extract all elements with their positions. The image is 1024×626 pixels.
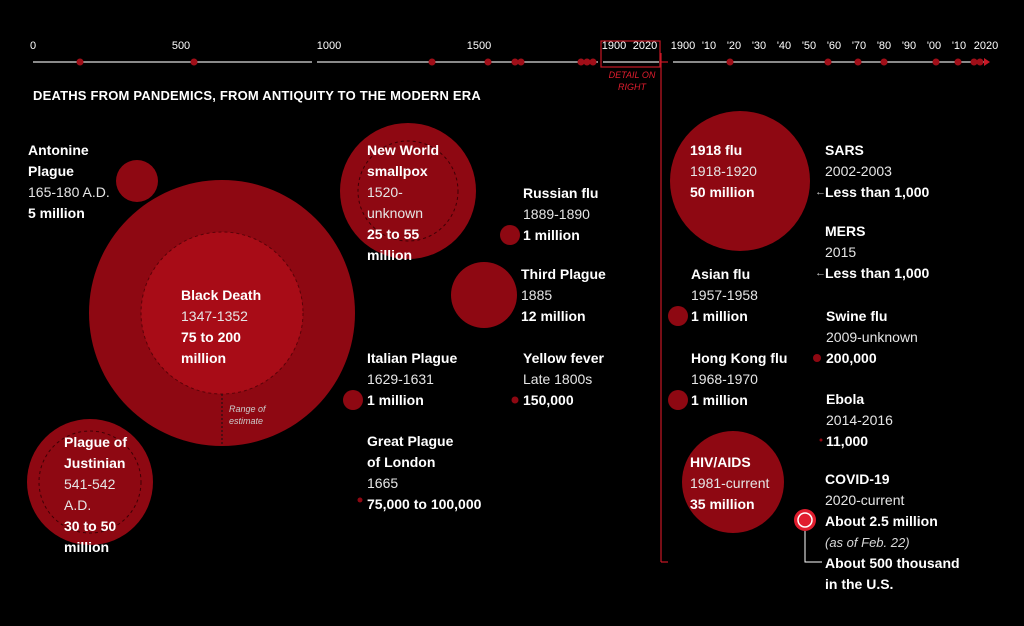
antonine-plague-label: Antonine Plague 165-180 A.D. 5 million [28, 142, 110, 221]
timeline-tick: '90 [901, 40, 917, 52]
swine-flu-circle [813, 354, 821, 362]
timeline-dot [954, 58, 962, 66]
range-of-estimate-note: Range of estimate [229, 404, 266, 426]
asian-flu-label: Asian flu 1957-1958 1 million [691, 266, 758, 324]
third-plague-label: Third Plague 1885 12 million [521, 266, 606, 324]
timeline-dot [880, 58, 888, 66]
timeline-dots [76, 58, 984, 66]
ebola-label: Ebola 2014-2016 11,000 [826, 391, 893, 449]
left-arrow-icon: ← [815, 267, 826, 279]
flu-1918-circle [670, 111, 810, 251]
timeline-tick: 1900 [670, 40, 696, 52]
justinian-inner-circle [38, 430, 142, 534]
timeline-tick: '20 [726, 40, 742, 52]
timeline-tick: 500 [171, 40, 191, 52]
chart-title: DEATHS FROM PANDEMICS, FROM ANTIQUITY TO… [33, 88, 481, 103]
timeline-arrow [984, 58, 990, 66]
left-arrow-icon: ← [815, 186, 826, 198]
detail-box [600, 40, 661, 68]
timeline-tick: 0 [29, 40, 37, 52]
russian-flu-label: Russian flu 1889-1890 1 million [523, 185, 599, 243]
russian-flu-circle [500, 225, 520, 245]
timeline-tick: '60 [826, 40, 842, 52]
black-death-label: Black Death 1347-1352 75 to 200 million [181, 287, 262, 366]
london-plague-label: Great Plague of London 1665 75,000 to 10… [367, 433, 482, 512]
timeline-tick: 1500 [466, 40, 492, 52]
sars-label: SARS 2002-2003 ← Less than 1,000 [815, 140, 929, 203]
timeline-tick: '10 [951, 40, 967, 52]
timeline-tick: '50 [801, 40, 817, 52]
timeline-tick: 2020 [632, 40, 658, 52]
timeline-dot [824, 58, 832, 66]
timeline-dot [577, 58, 585, 66]
timeline-tick: '00 [926, 40, 942, 52]
covid-circle [797, 512, 813, 528]
smallpox-inner-circle [357, 140, 459, 242]
justinian-label: Plague of Justinian 541-542 A.D. 30 to 5… [64, 434, 128, 555]
timeline-dot [517, 58, 525, 66]
covid-label: COVID-19 2020-current About 2.5 million … [825, 471, 960, 592]
timeline-dot [854, 58, 862, 66]
ebola-circle [819, 438, 823, 442]
timeline-tick: '80 [876, 40, 892, 52]
timeline-tick: '40 [776, 40, 792, 52]
timeline-dot [76, 58, 84, 66]
hiv-aids-label: HIV/AIDS 1981-current 35 million [690, 454, 770, 512]
italian-plague-circle [343, 390, 363, 410]
italian-plague-label: Italian Plague 1629-1631 1 million [367, 350, 458, 408]
timeline-dot [511, 58, 519, 66]
hiv-aids-circle [682, 431, 784, 533]
timeline-dot [428, 58, 436, 66]
detail-note: DETAIL ON RIGHT [608, 70, 656, 92]
timeline-tick: 1900 [601, 40, 627, 52]
timeline-tick: 1000 [316, 40, 342, 52]
third-plague-circle [451, 262, 517, 328]
timeline-dot [589, 58, 597, 66]
timeline-dot [190, 58, 198, 66]
timeline-dot [484, 58, 492, 66]
timeline-tick: '30 [751, 40, 767, 52]
hong-kong-flu-label: Hong Kong flu 1968-1970 1 million [691, 350, 788, 408]
antonine-plague-circle [116, 160, 158, 202]
timeline-dot [726, 58, 734, 66]
asian-flu-circle [668, 306, 688, 326]
mers-label: MERS 2015 ← Less than 1,000 [815, 221, 929, 284]
swine-flu-label: Swine flu 2009-unknown 200,000 [826, 308, 918, 366]
smallpox-label: New World smallpox 1520-unknown 25 to 55… [367, 142, 440, 263]
timeline-tick: '10 [701, 40, 717, 52]
timeline-dot [970, 58, 978, 66]
hong-kong-flu-circle [668, 390, 688, 410]
timeline-dot [583, 58, 591, 66]
yellow-fever-circle [511, 396, 519, 404]
timeline-tick: 2020 [973, 40, 999, 52]
yellow-fever-label: Yellow fever Late 1800s 150,000 [523, 350, 604, 408]
flu-1918-label: 1918 flu 1918-1920 50 million [690, 142, 757, 200]
timeline-dot [932, 58, 940, 66]
timeline-dot [976, 58, 984, 66]
timeline-tick: '70 [851, 40, 867, 52]
covid-us-connector [804, 531, 822, 563]
london-plague-circle [357, 497, 363, 503]
